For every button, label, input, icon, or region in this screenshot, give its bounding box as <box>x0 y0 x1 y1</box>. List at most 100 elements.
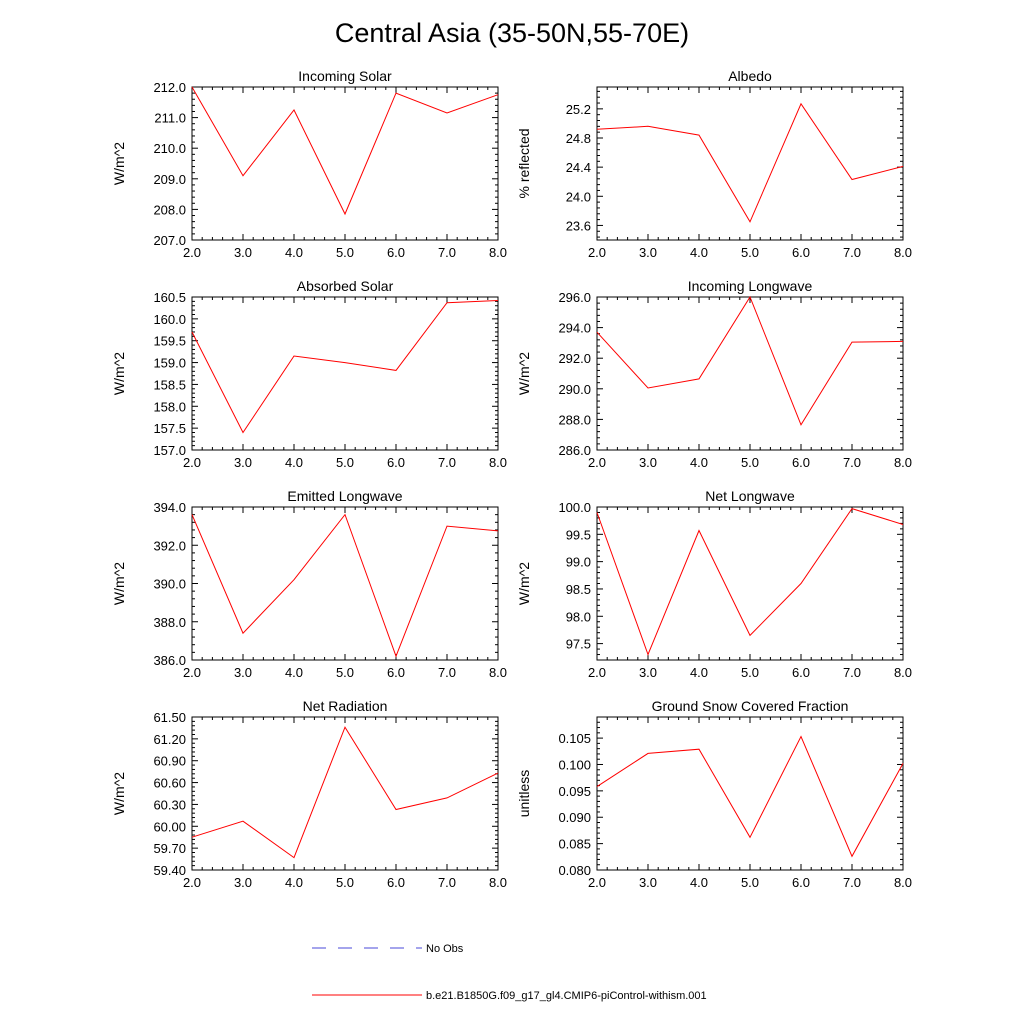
y-tick-label: 0.080 <box>558 863 591 878</box>
y-tick-label: 294.0 <box>558 321 591 336</box>
x-tick-label: 6.0 <box>387 455 405 470</box>
y-tick-label: 388.0 <box>153 615 186 630</box>
x-tick-label: 8.0 <box>489 665 507 680</box>
y-tick-label: 207.0 <box>153 233 186 248</box>
y-tick-label: 158.5 <box>153 377 186 392</box>
x-tick-label: 5.0 <box>336 875 354 890</box>
panel-1: Incoming Solar W/m^2 2.0 3.0 4.0 5.0 6.0 7.0 8.0… <box>111 68 507 260</box>
x-tick-label: 4.0 <box>285 875 303 890</box>
plot-frame <box>191 506 499 661</box>
x-tick-label: 5.0 <box>336 245 354 260</box>
panel-title: Emitted Longwave <box>287 488 402 504</box>
figure-title: Central Asia (35-50N,55-70E) <box>335 18 689 48</box>
y-tick-label: 208.0 <box>153 202 186 217</box>
x-tick-label: 7.0 <box>843 455 861 470</box>
panel-3: Absorbed Solar W/m^2 2.0 3.0 4.0 5.0 6.0 7.0 8.0… <box>111 278 507 470</box>
x-tick-label: 4.0 <box>285 665 303 680</box>
y-tick-label: 24.4 <box>566 160 591 175</box>
y-tick-label: 160.5 <box>153 290 186 305</box>
x-tick-label: 2.0 <box>183 245 201 260</box>
x-tick-label: 7.0 <box>438 455 456 470</box>
y-tick-label: 0.090 <box>558 810 591 825</box>
y-tick-label: 0.095 <box>558 784 591 799</box>
y-tick-label: 0.105 <box>558 731 591 746</box>
y-tick-label: 160.0 <box>153 312 186 327</box>
x-tick-label: 7.0 <box>843 665 861 680</box>
x-tick-label: 7.0 <box>843 875 861 890</box>
x-tick-label: 3.0 <box>639 245 657 260</box>
y-axis-label: % reflected <box>516 128 532 198</box>
panel-6: Net Longwave W/m^2 2.0 3.0 4.0 5.0 6.0 7.0 8.0 97… <box>516 488 912 680</box>
x-tick-label: 6.0 <box>792 245 810 260</box>
x-tick-label: 8.0 <box>894 665 912 680</box>
x-tick-label: 7.0 <box>438 665 456 680</box>
plot-frame <box>191 86 499 241</box>
x-tick-label: 2.0 <box>588 665 606 680</box>
x-tick-label: 5.0 <box>741 245 759 260</box>
panel-7: Net Radiation W/m^2 2.0 3.0 4.0 5.0 6.0 7.0 8.0 5… <box>111 698 507 890</box>
x-tick-label: 7.0 <box>843 245 861 260</box>
plot-frame <box>191 296 499 451</box>
panel-5: Emitted Longwave W/m^2 2.0 3.0 4.0 5.0 6.0 7.0 8… <box>111 488 507 680</box>
y-axis-label: W/m^2 <box>111 352 127 395</box>
y-tick-label: 288.0 <box>558 412 591 427</box>
x-tick-label: 6.0 <box>792 875 810 890</box>
x-tick-label: 4.0 <box>285 245 303 260</box>
series-line-model <box>191 86 499 216</box>
y-tick-label: 159.0 <box>153 356 186 371</box>
legend-obs-label: No Obs <box>426 943 464 955</box>
series-line-model <box>596 102 904 223</box>
x-tick-label: 2.0 <box>183 665 201 680</box>
panel-8: Ground Snow Covered Fraction unitless 2.0 3… <box>516 698 912 890</box>
x-tick-label: 6.0 <box>387 245 405 260</box>
x-tick-label: 2.0 <box>588 245 606 260</box>
x-tick-label: 3.0 <box>639 455 657 470</box>
x-tick-label: 2.0 <box>183 875 201 890</box>
panel-title: Net Longwave <box>705 488 795 504</box>
y-tick-label: 25.2 <box>566 102 591 117</box>
x-tick-label: 3.0 <box>234 455 252 470</box>
y-tick-label: 99.0 <box>566 555 591 570</box>
panel-title: Albedo <box>728 68 772 84</box>
x-tick-label: 3.0 <box>234 875 252 890</box>
plot-frame <box>596 86 904 241</box>
x-tick-label: 2.0 <box>183 455 201 470</box>
y-tick-label: 24.8 <box>566 131 591 146</box>
y-axis-label: unitless <box>516 770 532 817</box>
x-tick-label: 8.0 <box>489 875 507 890</box>
y-tick-label: 386.0 <box>153 653 186 668</box>
x-tick-label: 4.0 <box>690 665 708 680</box>
x-tick-label: 4.0 <box>285 455 303 470</box>
y-tick-label: 23.6 <box>566 218 591 233</box>
y-tick-label: 290.0 <box>558 382 591 397</box>
y-axis-label: W/m^2 <box>516 562 532 605</box>
x-tick-label: 3.0 <box>639 665 657 680</box>
panel-title: Net Radiation <box>303 698 388 714</box>
y-tick-label: 24.0 <box>566 189 591 204</box>
y-tick-label: 100.0 <box>558 500 591 515</box>
y-tick-label: 212.0 <box>153 80 186 95</box>
y-tick-label: 98.5 <box>566 582 591 597</box>
y-tick-label: 209.0 <box>153 172 186 187</box>
y-tick-label: 390.0 <box>153 577 186 592</box>
legend: No Obs b.e21.B1850G.f09_g17_gl4.CMIP6-pi… <box>312 943 707 1002</box>
x-tick-label: 4.0 <box>690 245 708 260</box>
x-tick-label: 2.0 <box>588 455 606 470</box>
y-tick-label: 296.0 <box>558 290 591 305</box>
series-line-model <box>191 726 499 859</box>
panel-title: Incoming Longwave <box>688 278 813 294</box>
x-tick-label: 3.0 <box>234 665 252 680</box>
x-tick-label: 3.0 <box>639 875 657 890</box>
x-tick-label: 6.0 <box>387 665 405 680</box>
panels: Incoming Solar W/m^2 2.0 3.0 4.0 5.0 6.0 7.0 8.0… <box>111 68 912 890</box>
x-tick-label: 2.0 <box>588 875 606 890</box>
series-line-model <box>596 508 904 656</box>
y-tick-label: 157.0 <box>153 443 186 458</box>
y-tick-label: 394.0 <box>153 500 186 515</box>
panel-title: Absorbed Solar <box>297 278 394 294</box>
y-tick-label: 210.0 <box>153 141 186 156</box>
y-tick-label: 60.00 <box>153 819 186 834</box>
y-tick-label: 158.0 <box>153 399 186 414</box>
y-axis-label: W/m^2 <box>111 772 127 815</box>
